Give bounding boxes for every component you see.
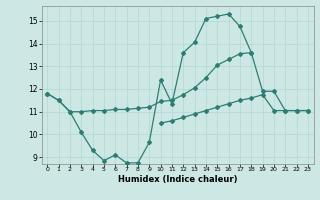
X-axis label: Humidex (Indice chaleur): Humidex (Indice chaleur) <box>118 175 237 184</box>
